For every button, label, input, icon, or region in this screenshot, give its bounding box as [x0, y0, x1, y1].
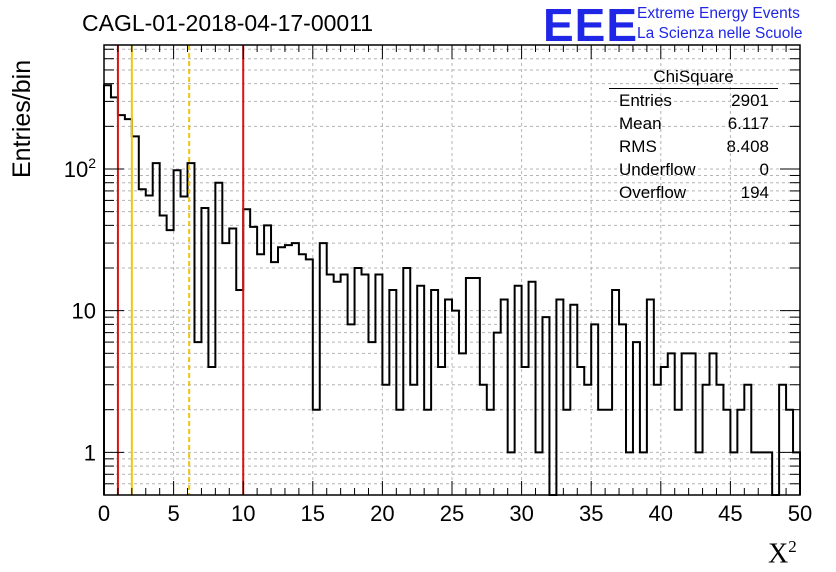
y-tick-label: 102: [64, 155, 96, 182]
stats-box: ChiSquare Entries 2901 Mean 6.117 RMS 8.408…: [609, 66, 778, 204]
stats-value: 6.117: [727, 114, 769, 133]
stats-row-mean: Mean 6.117: [611, 112, 773, 135]
histogram-series: [103, 84, 801, 496]
stats-label: Overflow: [619, 183, 687, 202]
logo-caption: Extreme Energy Events La Scienza nelle S…: [637, 4, 802, 44]
logo-line-1: Extreme Energy Events: [637, 5, 800, 22]
stats-value: 0: [759, 160, 769, 179]
x-tick-label: 45: [718, 501, 742, 526]
y-tick-label: 1: [84, 440, 96, 465]
eee-logo: EEE: [543, 0, 639, 51]
x-axis-label-base: X: [768, 538, 789, 570]
x-tick-label: 35: [579, 501, 603, 526]
stats-row-underflow: Underflow 0: [611, 158, 773, 181]
chart-title: CAGL-01-2018-04-17-00011: [82, 10, 374, 36]
stats-label: Entries: [619, 91, 672, 110]
stats-row-rms: RMS 8.408: [611, 135, 773, 158]
x-tick-label: 20: [370, 501, 394, 526]
y-axis-label: Entries/bin: [8, 59, 36, 178]
x-tick-label: 50: [788, 501, 812, 526]
stats-label: Underflow: [619, 160, 696, 179]
x-axis-label-sup: 2: [788, 537, 797, 556]
logo-line-2: La Scienza nelle Scuole: [637, 25, 803, 42]
stats-value: 194: [740, 183, 769, 202]
stats-value: 2901: [731, 91, 769, 110]
x-tick-label: 5: [167, 501, 179, 526]
x-tick-label: 10: [231, 501, 255, 526]
x-tick-label: 0: [98, 501, 110, 526]
x-tick-label: 40: [649, 501, 673, 526]
x-tick-label: 30: [509, 501, 533, 526]
stats-label: Mean: [619, 114, 662, 133]
x-tick-label: 15: [301, 501, 325, 526]
x-axis-label: X2: [768, 537, 797, 570]
x-tick-label: 25: [440, 501, 464, 526]
stats-label: RMS: [619, 137, 657, 156]
stats-row-overflow: Overflow 194: [611, 181, 773, 204]
y-tick-label: 10: [72, 299, 96, 324]
stats-row-entries: Entries 2901: [611, 89, 773, 112]
stats-value: 8.408: [726, 137, 769, 156]
stats-title: ChiSquare: [609, 66, 778, 89]
